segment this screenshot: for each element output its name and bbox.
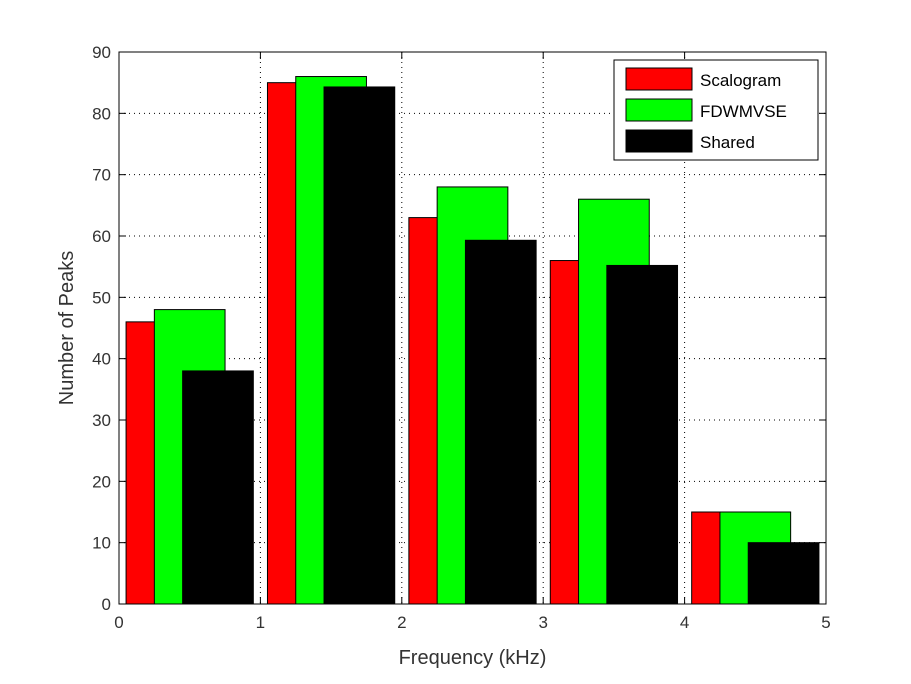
y-tick-label: 70 (92, 166, 111, 185)
y-tick-label: 90 (92, 43, 111, 62)
y-tick-label: 20 (92, 472, 111, 491)
legend-swatch-shared (625, 129, 693, 153)
bar-shared-4-5 (747, 542, 820, 605)
legend: Scalogram FDWMVSE Shared (613, 59, 819, 161)
y-tick-label: 0 (102, 595, 111, 614)
legend-label-fdwmvse: FDWMVSE (700, 102, 787, 121)
y-tick-label: 40 (92, 350, 111, 369)
x-tick-label: 2 (397, 613, 406, 632)
x-tick-label: 1 (256, 613, 265, 632)
x-tick-label: 4 (680, 613, 689, 632)
grid (119, 52, 826, 604)
x-tick-label: 3 (538, 613, 547, 632)
bar-shared-1-2 (323, 86, 396, 605)
legend-label-shared: Shared (700, 133, 755, 152)
plot-frame (118, 51, 827, 605)
x-axis-label: Frequency (kHz) (399, 647, 547, 669)
bar-shared-3-4 (606, 264, 679, 605)
y-tick-label: 30 (92, 411, 111, 430)
y-tick-label: 10 (92, 534, 111, 553)
legend-swatch-scalogram (625, 67, 693, 91)
y-axis-label: Number of Peaks (56, 251, 78, 406)
y-tick-label: 80 (92, 104, 111, 123)
y-tick-label: 50 (92, 288, 111, 307)
bars (125, 76, 820, 605)
bar-shared-0-1 (182, 370, 254, 605)
legend-label-scalogram: Scalogram (700, 71, 781, 90)
bar-shared-2-3 (464, 239, 537, 605)
x-tick-label: 5 (821, 613, 830, 632)
y-tick-label: 60 (92, 227, 111, 246)
x-tick-label: 0 (114, 613, 123, 632)
legend-swatch-fdwmvse (625, 98, 693, 122)
